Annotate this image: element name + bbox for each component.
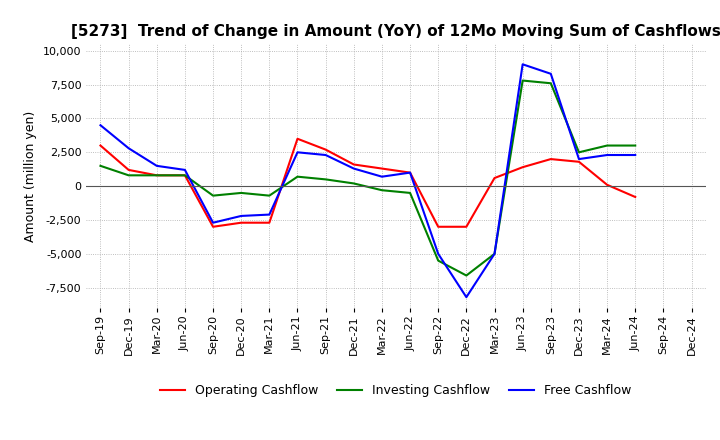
Operating Cashflow [631, 194, 639, 200]
Operating Cashflow [546, 157, 555, 162]
Investing Cashflow [209, 193, 217, 198]
Operating Cashflow [265, 220, 274, 225]
Line: Investing Cashflow: Investing Cashflow [101, 81, 635, 275]
Free Cashflow [125, 146, 133, 151]
Operating Cashflow [209, 224, 217, 229]
Investing Cashflow [518, 78, 527, 83]
Free Cashflow [153, 163, 161, 169]
Operating Cashflow [603, 182, 611, 187]
Free Cashflow [603, 152, 611, 158]
Free Cashflow [237, 213, 246, 219]
Legend: Operating Cashflow, Investing Cashflow, Free Cashflow: Operating Cashflow, Investing Cashflow, … [156, 379, 636, 402]
Investing Cashflow [181, 172, 189, 178]
Free Cashflow [575, 157, 583, 162]
Free Cashflow [293, 150, 302, 155]
Investing Cashflow [237, 190, 246, 195]
Free Cashflow [631, 152, 639, 158]
Investing Cashflow [546, 81, 555, 86]
Free Cashflow [462, 294, 471, 300]
Free Cashflow [518, 62, 527, 67]
Investing Cashflow [490, 251, 499, 257]
Free Cashflow [434, 251, 443, 257]
Title: [5273]  Trend of Change in Amount (YoY) of 12Mo Moving Sum of Cashflows: [5273] Trend of Change in Amount (YoY) o… [71, 24, 720, 39]
Operating Cashflow [96, 143, 105, 148]
Investing Cashflow [153, 172, 161, 178]
Free Cashflow [96, 123, 105, 128]
Investing Cashflow [406, 190, 415, 195]
Free Cashflow [349, 166, 358, 171]
Investing Cashflow [434, 258, 443, 263]
Free Cashflow [406, 170, 415, 175]
Operating Cashflow [434, 224, 443, 229]
Investing Cashflow [462, 273, 471, 278]
Investing Cashflow [96, 163, 105, 169]
Free Cashflow [265, 212, 274, 217]
Free Cashflow [377, 174, 386, 180]
Free Cashflow [181, 167, 189, 172]
Operating Cashflow [406, 170, 415, 175]
Investing Cashflow [349, 181, 358, 186]
Operating Cashflow [377, 166, 386, 171]
Investing Cashflow [377, 187, 386, 193]
Investing Cashflow [125, 172, 133, 178]
Investing Cashflow [575, 150, 583, 155]
Investing Cashflow [631, 143, 639, 148]
Free Cashflow [546, 71, 555, 77]
Operating Cashflow [125, 167, 133, 172]
Operating Cashflow [575, 159, 583, 165]
Operating Cashflow [518, 165, 527, 170]
Y-axis label: Amount (million yen): Amount (million yen) [24, 110, 37, 242]
Line: Operating Cashflow: Operating Cashflow [101, 139, 635, 227]
Operating Cashflow [462, 224, 471, 229]
Line: Free Cashflow: Free Cashflow [101, 64, 635, 297]
Operating Cashflow [181, 172, 189, 178]
Operating Cashflow [349, 162, 358, 167]
Operating Cashflow [293, 136, 302, 141]
Free Cashflow [490, 251, 499, 257]
Investing Cashflow [293, 174, 302, 180]
Free Cashflow [321, 152, 330, 158]
Investing Cashflow [265, 193, 274, 198]
Free Cashflow [209, 220, 217, 225]
Operating Cashflow [490, 176, 499, 181]
Investing Cashflow [321, 177, 330, 182]
Operating Cashflow [237, 220, 246, 225]
Investing Cashflow [603, 143, 611, 148]
Operating Cashflow [321, 147, 330, 152]
Operating Cashflow [153, 172, 161, 178]
